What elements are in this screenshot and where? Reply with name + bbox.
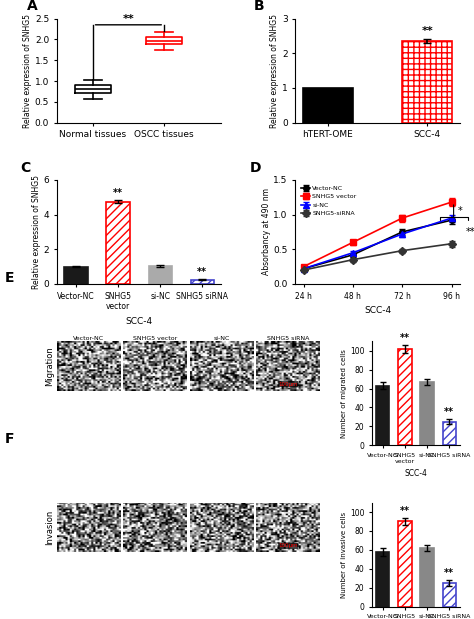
Title: si-NC: si-NC: [213, 336, 230, 341]
Y-axis label: Number of invasive cells: Number of invasive cells: [341, 511, 347, 597]
X-axis label: SCC-4: SCC-4: [364, 306, 391, 315]
Text: **: **: [466, 227, 474, 237]
Text: **: **: [400, 506, 410, 516]
Text: B: B: [254, 0, 265, 13]
X-axis label: SCC-4: SCC-4: [404, 469, 428, 478]
Title: SNHG5 vector: SNHG5 vector: [133, 336, 177, 341]
Text: A: A: [27, 0, 38, 13]
Title: Vector-NC: Vector-NC: [73, 336, 104, 341]
Bar: [398, 348, 411, 445]
Text: F: F: [5, 431, 14, 446]
Y-axis label: Number of migrated cells: Number of migrated cells: [341, 349, 347, 438]
Text: **: **: [421, 26, 433, 36]
Text: **: **: [444, 568, 454, 578]
Text: C: C: [21, 160, 31, 175]
Bar: [376, 552, 390, 607]
Text: E: E: [5, 271, 14, 285]
Text: D: D: [249, 160, 261, 175]
Bar: [64, 267, 88, 284]
Text: 100μm: 100μm: [278, 382, 298, 387]
Bar: [107, 202, 129, 284]
Bar: [303, 88, 353, 123]
Y-axis label: Migration: Migration: [45, 346, 54, 386]
Bar: [398, 521, 411, 607]
Title: SNHG5 siRNA: SNHG5 siRNA: [267, 336, 309, 341]
Text: **: **: [197, 267, 207, 277]
Text: **: **: [444, 407, 454, 417]
X-axis label: SCC-4: SCC-4: [126, 316, 153, 326]
Bar: [191, 280, 214, 284]
Y-axis label: Relative expression of SNHG5: Relative expression of SNHG5: [23, 14, 32, 128]
Y-axis label: Absorbancy at 490 nm: Absorbancy at 490 nm: [262, 188, 271, 275]
Text: **: **: [113, 188, 123, 198]
Text: 100μm: 100μm: [278, 543, 298, 548]
Y-axis label: Relative expression of SNHG5: Relative expression of SNHG5: [32, 175, 41, 289]
Text: *: *: [458, 206, 463, 216]
Y-axis label: Relative expression of SNHG5: Relative expression of SNHG5: [270, 14, 279, 128]
Text: **: **: [122, 14, 134, 24]
Legend: Vector-NC, SNHG5 vector, si-NC, SNHG5-siRNA: Vector-NC, SNHG5 vector, si-NC, SNHG5-si…: [299, 183, 359, 219]
Bar: [402, 41, 452, 123]
Bar: [376, 386, 390, 445]
Text: **: **: [400, 333, 410, 343]
Y-axis label: Invasion: Invasion: [45, 509, 54, 545]
Bar: [443, 583, 456, 607]
Bar: [420, 548, 434, 607]
Bar: [443, 422, 456, 445]
Bar: [148, 266, 172, 284]
Bar: [420, 382, 434, 445]
